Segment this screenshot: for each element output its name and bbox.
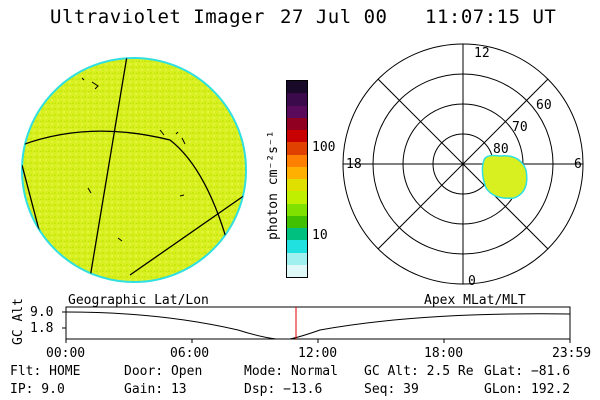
colorbar-swatch <box>287 93 307 106</box>
x-tick-0600: 06:00 <box>170 346 210 361</box>
date-label: 27 Jul 00 <box>280 6 388 28</box>
color-scale <box>286 80 308 278</box>
timeline-left-title: Geographic Lat/Lon <box>68 293 209 308</box>
timeline-right-title: Apex MLat/MLT <box>424 293 526 308</box>
colorbar-swatch <box>287 166 307 179</box>
x-tick-1800: 18:00 <box>424 346 464 361</box>
mode-info: Mode: Normal <box>244 364 338 379</box>
time-label: 11:07:15 UT <box>425 6 557 28</box>
colorbar-swatch <box>287 130 307 143</box>
flight-info: Flt: HOME <box>10 364 81 379</box>
colorbar-swatch <box>287 191 307 204</box>
gc-alt-info: GC Alt: 2.5 Re <box>364 364 474 379</box>
mlt-label-12: 12 <box>474 46 490 61</box>
mlt-label-0: 0 <box>468 274 476 289</box>
colorbar-unit-label: photon cm⁻²s⁻¹ <box>266 130 281 240</box>
instrument-title: Ultraviolet Imager <box>50 6 265 28</box>
ip-info: IP: 9.0 <box>10 382 65 397</box>
door-info: Door: Open <box>124 364 203 379</box>
mlt-label-6: 6 <box>574 157 582 172</box>
timeline-y-tick-1.8: 1.8 <box>30 321 54 336</box>
colorbar-swatch <box>287 179 307 192</box>
glon-info: GLon: 192.2 <box>484 382 571 397</box>
earth-disk <box>21 57 247 283</box>
x-tick-2359: 23:59 <box>552 346 592 361</box>
colorbar-swatch <box>287 117 307 130</box>
colorbar-swatch <box>287 105 307 118</box>
mlat-label-60: 60 <box>536 98 552 113</box>
colorbar-swatch <box>287 203 307 216</box>
altitude-curve <box>65 311 571 340</box>
dsp-info: Dsp: −13.6 <box>244 382 323 397</box>
x-tick-0000: 00:00 <box>46 346 86 361</box>
timeline-y-axis-label: GC Alt <box>11 298 26 345</box>
auroral-oval <box>481 154 528 200</box>
mlt-label-18: 18 <box>346 157 362 172</box>
mlat-label-70: 70 <box>512 120 528 135</box>
colorbar-swatch <box>287 142 307 155</box>
colorbar-swatch <box>287 228 307 241</box>
colorbar-tick-100: 100 <box>312 140 336 155</box>
colorbar-swatch <box>287 215 307 228</box>
gain-info: Gain: 13 <box>124 382 187 397</box>
glat-info: GLat: −81.6 <box>484 364 571 379</box>
mlat-label-80: 80 <box>493 142 509 157</box>
geographic-grid <box>22 58 246 282</box>
colorbar-swatch <box>287 81 307 94</box>
seq-info: Seq: 39 <box>364 382 419 397</box>
timeline-y-tick-9: 9.0 <box>30 305 54 320</box>
colorbar-swatch <box>287 264 307 277</box>
colorbar-swatch <box>287 154 307 167</box>
colorbar-swatch <box>287 240 307 253</box>
colorbar-swatch <box>287 252 307 265</box>
colorbar-tick-10: 10 <box>312 228 328 243</box>
coastline-marks <box>81 77 186 242</box>
x-tick-1200: 12:00 <box>298 346 338 361</box>
